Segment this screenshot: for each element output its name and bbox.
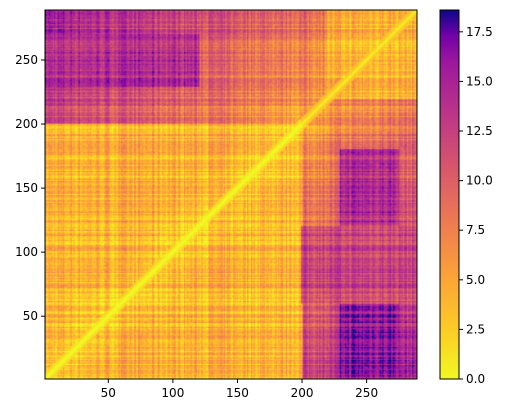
x-tick-label: 50 <box>101 386 116 400</box>
y-tick-label: 50 <box>23 309 38 323</box>
colorbar-tick-label: 5.0 <box>466 273 485 287</box>
heatmap-area <box>45 10 417 379</box>
plot-frame <box>44 9 418 380</box>
colorbar-tick-label: 12.5 <box>466 124 493 138</box>
x-tick-label: 250 <box>355 386 378 400</box>
x-tick-label: 100 <box>161 386 184 400</box>
colorbar-tick-label: 2.5 <box>466 322 485 336</box>
colorbar-tick-label: 15.0 <box>466 74 493 88</box>
y-tick-label: 250 <box>15 53 38 67</box>
x-tick-label: 150 <box>226 386 249 400</box>
colorbar-axis: 0.0 2.5 5.0 7.5 10.0 12.5 15.0 17.5 <box>459 25 493 386</box>
x-axis: 50 100 150 200 250 <box>101 379 378 400</box>
heatmap-image <box>45 10 417 379</box>
colorbar-tick-label: 0.0 <box>466 372 485 386</box>
y-tick-label: 150 <box>15 181 38 195</box>
colorbar-tick-label: 7.5 <box>466 223 485 237</box>
colorbar <box>439 9 460 380</box>
y-tick-label: 100 <box>15 245 38 259</box>
y-tick-label: 200 <box>15 117 38 131</box>
colorbar-tick-label: 10.0 <box>466 174 493 188</box>
colorbar-tick-label: 17.5 <box>466 25 493 39</box>
x-tick-label: 200 <box>291 386 314 400</box>
y-axis: 50 100 150 200 250 <box>15 53 45 323</box>
